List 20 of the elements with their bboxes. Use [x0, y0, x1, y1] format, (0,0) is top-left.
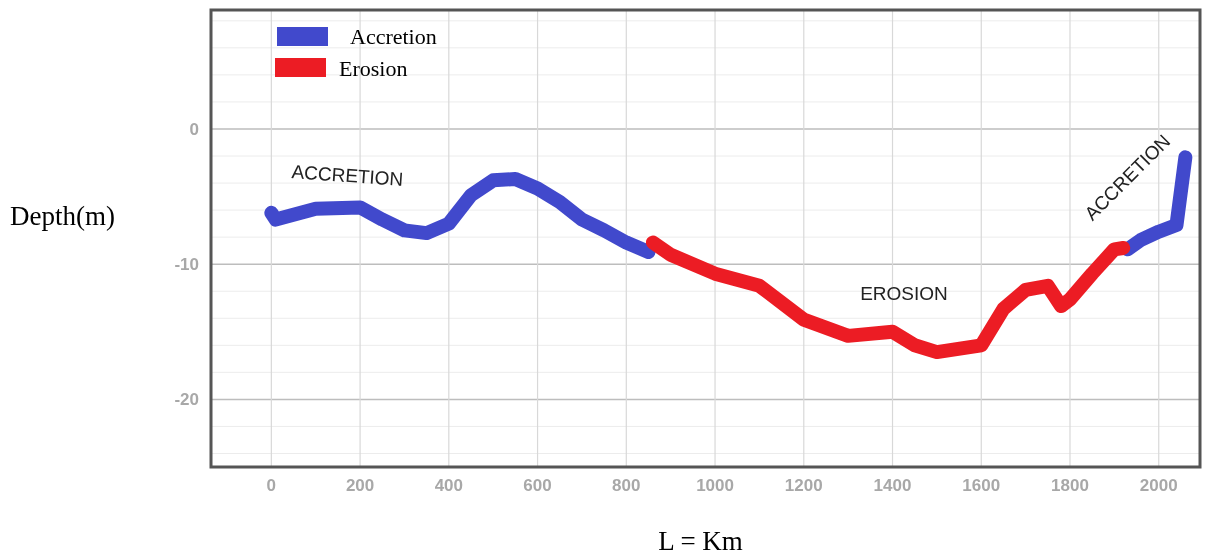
- legend-label: Accretion: [350, 24, 437, 49]
- x-tick-label: 400: [434, 476, 464, 495]
- legend-label: Erosion: [339, 56, 408, 81]
- y-tick-label: -10: [174, 255, 199, 275]
- x-axis-title: L = Km: [658, 526, 743, 554]
- annotation: ACCRETION: [290, 161, 404, 190]
- x-tick-label: 0: [266, 476, 277, 495]
- x-tick-label: 1400: [873, 476, 912, 495]
- x-tick-label: 600: [523, 476, 552, 495]
- y-tick-label: -20: [174, 390, 199, 410]
- x-tick-label: 1800: [1051, 476, 1089, 495]
- x-tick-label: 200: [345, 476, 375, 495]
- x-tick-label: 1200: [784, 476, 823, 495]
- annotation: EROSION: [860, 283, 948, 304]
- x-tick-label: 1000: [696, 476, 734, 495]
- x-tick-label: 2000: [1139, 476, 1178, 495]
- x-tick-label: 1600: [962, 476, 1001, 495]
- x-tick-label: 800: [612, 476, 641, 495]
- y-tick-label: 0: [189, 119, 199, 139]
- y-axis-title: Depth(m): [10, 201, 115, 231]
